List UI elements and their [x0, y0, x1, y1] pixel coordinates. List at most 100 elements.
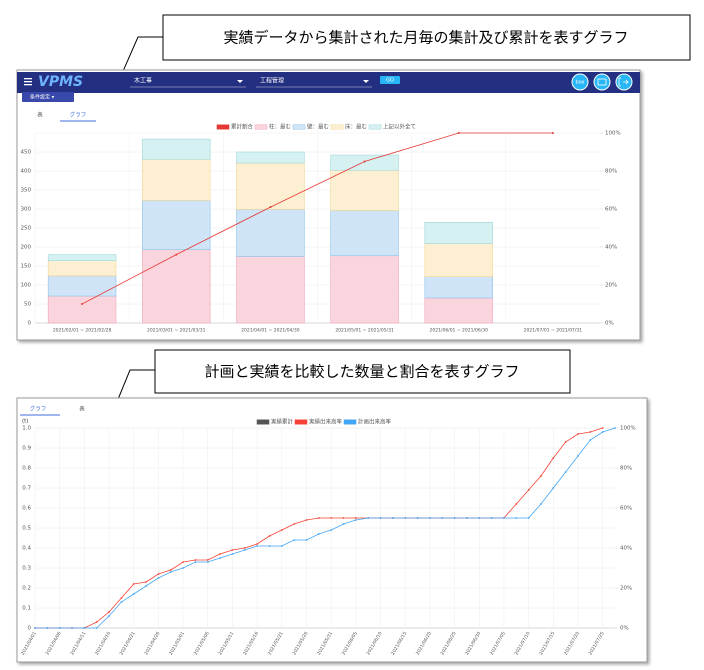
- x-tick-label: 2021/02/01 ~ 2021/02/28: [53, 328, 112, 334]
- y-tick-label: 0.9: [22, 446, 31, 452]
- select-arrow: [363, 80, 369, 83]
- line-point: [280, 529, 283, 531]
- y2-tick-label: 20%: [620, 586, 632, 592]
- legend-swatch: [343, 419, 357, 425]
- y2-tick-label: 60%: [620, 506, 632, 512]
- logo: VPMS: [38, 74, 83, 90]
- line-point: [428, 517, 431, 519]
- legend-swatch: [254, 124, 268, 130]
- callout-box: [162, 14, 691, 61]
- line-point: [46, 627, 49, 629]
- line-point: [577, 455, 579, 457]
- bar-segment: [47, 275, 117, 297]
- line-point: [157, 573, 160, 575]
- select-arrow: [237, 80, 243, 83]
- line-point: [256, 545, 259, 547]
- app-bar: [17, 72, 640, 93]
- line-point: [182, 567, 184, 569]
- line-point: [243, 547, 246, 549]
- y-tick-label: 0: [28, 626, 32, 632]
- axis-unit: (t): [22, 419, 28, 425]
- legend-swatch: [216, 124, 230, 130]
- go-label: GO: [386, 78, 394, 84]
- line-point: [317, 533, 320, 535]
- line-point: [614, 427, 616, 429]
- line-point: [540, 503, 542, 505]
- line-point: [527, 489, 530, 491]
- line-point: [551, 132, 554, 134]
- line-point: [95, 621, 98, 623]
- y-tick-label: 0.1: [22, 606, 31, 612]
- line-point: [305, 519, 308, 521]
- bar-segment: [47, 260, 117, 277]
- tab[interactable]: グラフ: [70, 111, 87, 119]
- line-point: [601, 431, 604, 433]
- y-tick-label: 400: [21, 169, 32, 175]
- tab[interactable]: 表: [79, 405, 85, 413]
- mail-icon[interactable]: [593, 73, 611, 91]
- box-label: box: [575, 80, 584, 86]
- screenshot-frame: [16, 69, 641, 341]
- line-point: [132, 583, 135, 585]
- select-text[interactable]: 木工事: [134, 77, 152, 85]
- box-icon[interactable]: [571, 73, 589, 91]
- line-point: [243, 549, 246, 551]
- bar-segment: [47, 295, 117, 324]
- y2-tick-label: 20%: [605, 283, 617, 289]
- line-point: [219, 557, 222, 559]
- x-tick-label: 2021/07/01 ~ 2021/07/31: [524, 328, 583, 334]
- line-point: [268, 545, 271, 547]
- bar-segment: [236, 162, 305, 210]
- line-point: [231, 549, 234, 551]
- line-point: [280, 545, 283, 547]
- line-point: [95, 627, 98, 629]
- legend-swatch: [294, 419, 308, 425]
- line-point: [83, 627, 86, 629]
- line-point: [363, 160, 366, 163]
- legend-label: 累計割合: [231, 123, 254, 131]
- select-text[interactable]: 工程管理: [260, 77, 284, 85]
- line-point: [256, 543, 259, 545]
- bar-segment: [142, 249, 211, 324]
- line-point: [145, 581, 147, 583]
- y-tick-label: 150: [21, 264, 32, 270]
- line-point: [457, 132, 460, 134]
- line-point: [342, 517, 345, 519]
- condition-button[interactable]: [22, 92, 74, 102]
- line-point: [330, 529, 333, 531]
- y2-tick-label: 0%: [620, 626, 629, 632]
- x-tick-label: 2021/04/01 ~ 2021/04/30: [241, 328, 300, 334]
- legend-swatch: [330, 124, 344, 130]
- line-point: [219, 553, 222, 555]
- y-tick-label: 0.7: [22, 486, 31, 492]
- y2-tick-label: 80%: [620, 466, 632, 472]
- go-button[interactable]: [380, 76, 400, 84]
- cumulative-line: [81, 132, 553, 305]
- line-point: [169, 569, 172, 571]
- x-tick-label: 2021/06/01 ~ 2021/06/30: [429, 328, 488, 334]
- y-tick-label: 350: [21, 188, 32, 194]
- tab[interactable]: グラフ: [30, 405, 47, 413]
- x-tick-label: 2021/03/01 ~ 2021/03/31: [147, 328, 206, 334]
- tab[interactable]: 表: [37, 111, 43, 119]
- line-point: [478, 517, 481, 519]
- y-tick-label: 100: [21, 283, 32, 289]
- y-tick-label: 300: [21, 207, 32, 213]
- callout-text: 実績データから集計された月毎の集計及び累計を表すグラフ: [223, 29, 628, 47]
- bar-segment: [424, 297, 493, 324]
- legend-swatch: [292, 124, 306, 130]
- line-point: [577, 433, 579, 435]
- line-point: [354, 519, 357, 521]
- legend-label: 床：最む: [345, 123, 368, 131]
- mail-glyph: [597, 78, 607, 86]
- y2-tick-label: 60%: [605, 207, 617, 213]
- bar-segment: [330, 210, 399, 257]
- line-point: [317, 517, 320, 519]
- callout-text: 計画と実績を比較した数量と割合を表すグラフ: [204, 363, 519, 381]
- line-point: [342, 523, 345, 525]
- line-point: [552, 487, 555, 489]
- line-point: [182, 561, 184, 563]
- line-point: [540, 475, 542, 477]
